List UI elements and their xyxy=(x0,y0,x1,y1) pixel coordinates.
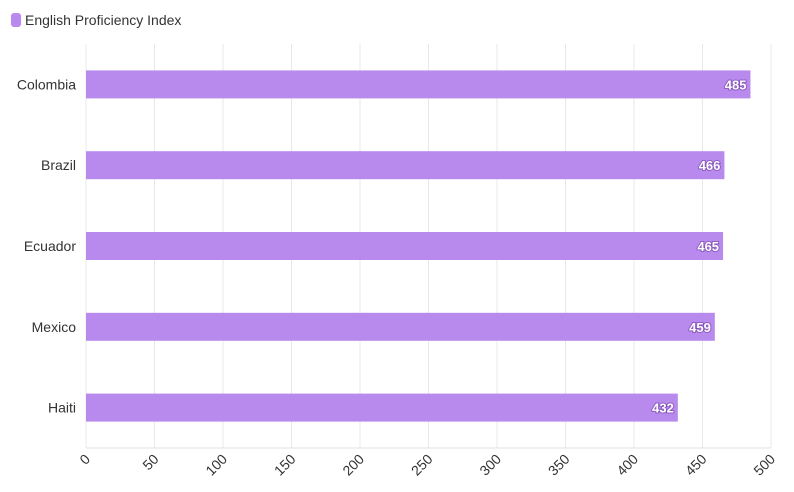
category-label: Haiti xyxy=(48,400,76,416)
x-tick-label: 150 xyxy=(271,451,299,479)
category-label: Colombia xyxy=(17,76,76,92)
legend: English Proficiency Index xyxy=(11,12,181,28)
x-tick-label: 250 xyxy=(408,451,436,479)
category-label: Ecuador xyxy=(24,238,76,254)
legend-label: English Proficiency Index xyxy=(25,12,182,28)
bars: 485 466 465 459 432 xyxy=(86,70,751,422)
bar xyxy=(86,232,724,260)
data-label: 465 xyxy=(697,239,719,254)
bar xyxy=(86,393,678,422)
legend-swatch xyxy=(11,13,21,27)
bar xyxy=(86,312,715,341)
x-tick-label: 300 xyxy=(476,451,504,479)
x-tick-label: 50 xyxy=(139,451,161,473)
category-labels: Colombia Brazil Ecuador Mexico Haiti xyxy=(17,76,76,415)
data-label: 432 xyxy=(652,401,674,416)
data-label: 485 xyxy=(725,77,747,92)
bar xyxy=(86,151,725,180)
category-label: Mexico xyxy=(32,319,77,335)
x-tick-label: 500 xyxy=(750,451,778,479)
x-tick-label: 0 xyxy=(76,451,93,468)
category-label: Brazil xyxy=(41,157,76,173)
bar xyxy=(86,70,751,99)
x-tick-label: 200 xyxy=(339,451,367,479)
data-label: 466 xyxy=(699,158,721,173)
x-tick-label: 350 xyxy=(545,451,573,479)
x-tick-label: 400 xyxy=(613,451,641,479)
x-tick-label: 100 xyxy=(202,451,230,479)
x-axis: 0 50 100 150 200 250 300 350 400 450 500 xyxy=(76,451,778,479)
x-tick-label: 450 xyxy=(682,451,710,479)
data-label: 459 xyxy=(689,320,711,335)
